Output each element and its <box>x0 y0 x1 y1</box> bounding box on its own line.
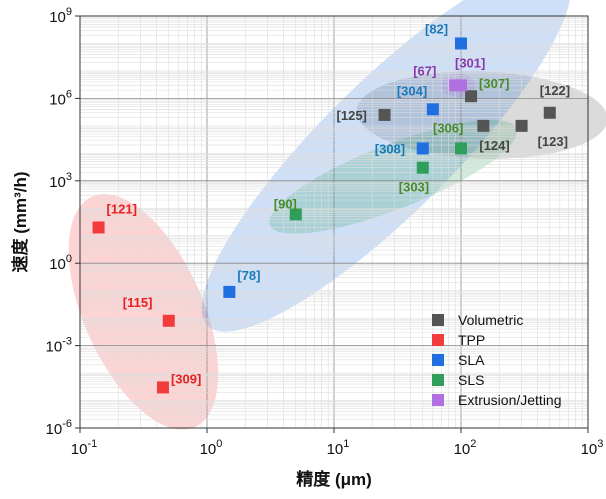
point-label: [307] <box>479 76 509 91</box>
point-label: [308] <box>375 141 405 156</box>
legend-swatch-sls <box>432 374 444 386</box>
point-label: [115] <box>123 295 153 310</box>
point-sls <box>416 161 429 174</box>
legend-label: Extrusion/Jetting <box>458 392 562 408</box>
point-volumetric <box>515 119 528 132</box>
y-tick-label: 109 <box>49 6 72 26</box>
point-sla <box>416 142 429 155</box>
group-ellipse-tpp <box>68 194 219 430</box>
y-tick-label: 103 <box>49 171 72 191</box>
x-tick-label: 103 <box>581 438 604 458</box>
legend-label: TPP <box>458 332 485 348</box>
x-tick-label: 101 <box>327 438 350 458</box>
legend: Volumetric TPP SLA SLS Extrusion/Jetting <box>432 312 562 408</box>
y-tick-label: 10-3 <box>46 336 72 356</box>
point-label: [304] <box>397 83 427 98</box>
x-axis-title: 精度 (μm) <box>296 469 372 489</box>
point-label: [306] <box>433 120 463 135</box>
point-sla <box>426 103 439 116</box>
y-tick-label: 100 <box>49 253 72 273</box>
point-label: [123] <box>538 134 568 149</box>
point-label: [78] <box>237 268 260 283</box>
legend-swatch-volumetric <box>432 314 444 326</box>
point-sls <box>455 142 467 155</box>
point-tpp <box>162 314 175 327</box>
legend-label: SLA <box>458 352 485 368</box>
point-label: [301] <box>455 55 485 70</box>
y-tick-label: 10-6 <box>46 418 72 438</box>
point-sla <box>223 285 236 298</box>
data-points <box>92 37 556 394</box>
point-sls <box>289 208 302 221</box>
legend-swatch-tpp <box>432 334 444 346</box>
point-label: [303] <box>399 180 429 195</box>
y-axis-title: 速度 (mm³/h) <box>10 171 30 272</box>
point-label: [125] <box>337 108 367 123</box>
point-label: [309] <box>171 371 201 386</box>
point-sla <box>455 37 467 50</box>
point-tpp <box>156 381 169 394</box>
point-volumetric <box>378 108 391 121</box>
point-label: [90] <box>274 196 297 211</box>
point-volumetric <box>543 106 556 119</box>
point-label: [122] <box>540 83 570 98</box>
point-labels: [125] [124] [123] [122] [121] [115] [309] [82] [… <box>107 21 571 386</box>
legend-label: Volumetric <box>458 312 523 328</box>
point-tpp <box>92 221 105 234</box>
x-tick-label: 100 <box>200 438 223 458</box>
y-tick-label: 106 <box>49 88 72 108</box>
point-label: [67] <box>413 63 436 78</box>
x-tick-label: 102 <box>454 438 477 458</box>
legend-label: SLS <box>458 372 484 388</box>
point-label: [82] <box>425 21 448 36</box>
point-label: [121] <box>107 201 137 216</box>
point-label: [124] <box>479 138 509 153</box>
legend-swatch-sla <box>432 354 444 366</box>
axis-ticks: 10-1 100 101 102 103 10-6 10-3 100 103 106 109 <box>46 6 604 458</box>
legend-swatch-extrusion-jetting <box>432 394 444 406</box>
point-extrusion-jetting <box>455 79 467 92</box>
x-tick-label: 10-1 <box>71 438 97 458</box>
point-volumetric <box>465 90 478 103</box>
point-volumetric <box>477 119 490 132</box>
